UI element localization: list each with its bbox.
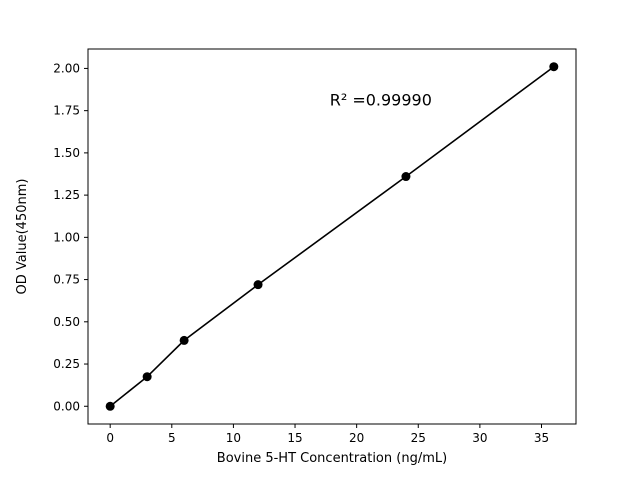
- y-axis-label: OD Value(450nm): [15, 179, 30, 295]
- x-tick-label: 5: [168, 431, 176, 445]
- y-tick-label: 1.25: [53, 188, 80, 202]
- y-tick-label: 0.00: [53, 399, 80, 413]
- r-squared-annotation: R² =0.99990: [330, 90, 432, 109]
- x-tick-label: 10: [226, 431, 241, 445]
- y-tick-label: 2.00: [53, 61, 80, 75]
- x-tick-label: 0: [106, 431, 114, 445]
- data-point: [142, 372, 152, 382]
- data-point: [549, 62, 559, 72]
- data-point: [105, 401, 115, 411]
- x-tick-label: 30: [472, 431, 487, 445]
- y-tick-label: 1.75: [53, 104, 80, 118]
- y-tick-label: 1.50: [53, 146, 80, 160]
- x-tick-label: 20: [349, 431, 364, 445]
- x-axis-label: Bovine 5-HT Concentration (ng/mL): [217, 451, 447, 466]
- data-point: [253, 280, 263, 290]
- y-tick-label: 0.50: [53, 315, 80, 329]
- x-tick-label: 15: [287, 431, 302, 445]
- x-tick-label: 35: [534, 431, 549, 445]
- data-point: [401, 172, 411, 182]
- x-tick-label: 25: [411, 431, 426, 445]
- fit-line: [109, 66, 555, 407]
- axes-frame: [87, 48, 577, 425]
- y-tick-label: 1.00: [53, 230, 80, 244]
- data-point: [179, 335, 189, 345]
- y-tick-label: 0.75: [53, 273, 80, 287]
- y-tick-label: 0.25: [53, 357, 80, 371]
